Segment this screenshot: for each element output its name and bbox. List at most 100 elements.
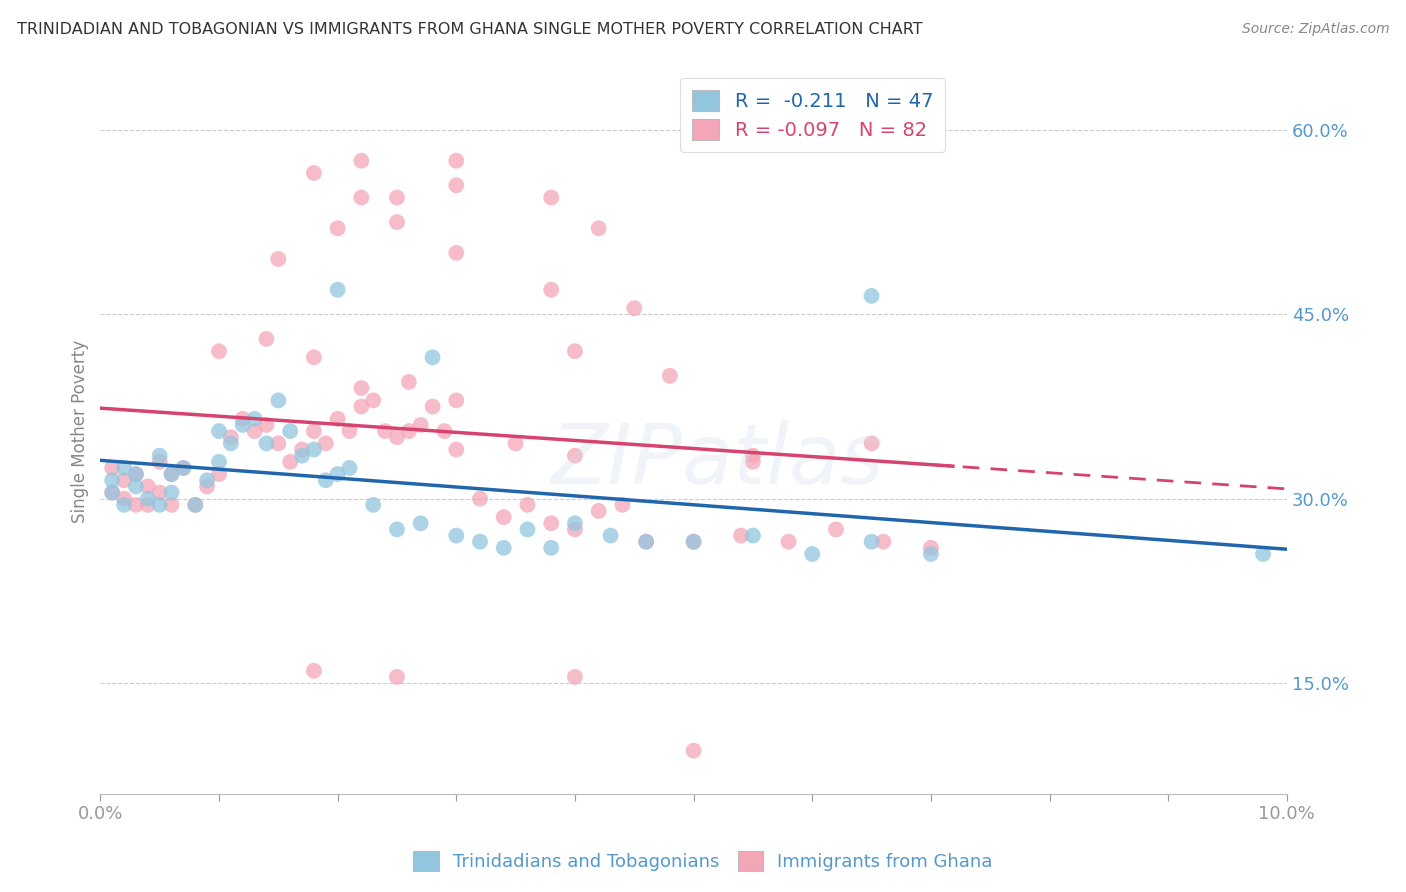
Point — [385, 215, 408, 229]
Point — [398, 424, 420, 438]
Point — [350, 190, 373, 204]
Point — [505, 436, 527, 450]
Text: TRINIDADIAN AND TOBAGONIAN VS IMMIGRANTS FROM GHANA SINGLE MOTHER POVERTY CORREL: TRINIDADIAN AND TOBAGONIAN VS IMMIGRANTS… — [17, 22, 922, 37]
Point — [1251, 547, 1274, 561]
Point — [136, 498, 159, 512]
Point — [385, 670, 408, 684]
Point — [315, 436, 337, 450]
Point — [409, 516, 432, 531]
Point — [160, 467, 183, 482]
Point — [872, 534, 894, 549]
Point — [208, 467, 231, 482]
Point — [636, 534, 658, 549]
Point — [612, 498, 634, 512]
Point — [326, 283, 349, 297]
Point — [361, 393, 384, 408]
Point — [492, 510, 515, 524]
Point — [101, 485, 124, 500]
Point — [422, 351, 444, 365]
Point — [256, 436, 278, 450]
Point — [302, 424, 325, 438]
Point — [564, 516, 586, 531]
Point — [516, 523, 538, 537]
Point — [564, 344, 586, 359]
Point — [302, 442, 325, 457]
Point — [315, 473, 337, 487]
Point — [112, 491, 135, 506]
Point — [778, 534, 800, 549]
Point — [516, 498, 538, 512]
Point — [409, 417, 432, 432]
Point — [636, 534, 658, 549]
Point — [599, 528, 621, 542]
Point — [112, 473, 135, 487]
Point — [160, 485, 183, 500]
Point — [385, 523, 408, 537]
Point — [219, 436, 242, 450]
Point — [149, 449, 172, 463]
Point — [208, 344, 231, 359]
Point — [326, 412, 349, 426]
Point — [326, 221, 349, 235]
Point — [860, 436, 883, 450]
Point — [112, 461, 135, 475]
Point — [160, 498, 183, 512]
Point — [302, 351, 325, 365]
Point — [540, 190, 562, 204]
Point — [422, 400, 444, 414]
Point — [588, 221, 610, 235]
Point — [742, 449, 765, 463]
Point — [125, 467, 148, 482]
Point — [278, 455, 301, 469]
Point — [350, 153, 373, 168]
Point — [540, 516, 562, 531]
Point — [385, 430, 408, 444]
Point — [101, 485, 124, 500]
Point — [920, 547, 942, 561]
Point — [350, 400, 373, 414]
Point — [291, 449, 314, 463]
Point — [920, 541, 942, 555]
Point — [398, 375, 420, 389]
Point — [492, 541, 515, 555]
Point — [742, 455, 765, 469]
Point — [125, 479, 148, 493]
Point — [136, 491, 159, 506]
Point — [742, 528, 765, 542]
Point — [149, 485, 172, 500]
Legend: Trinidadians and Tobagonians, Immigrants from Ghana: Trinidadians and Tobagonians, Immigrants… — [406, 844, 1000, 879]
Point — [232, 417, 254, 432]
Point — [184, 498, 207, 512]
Point — [267, 393, 290, 408]
Point — [564, 670, 586, 684]
Point — [278, 424, 301, 438]
Point — [682, 534, 704, 549]
Legend: R =  -0.211   N = 47, R = -0.097   N = 82: R = -0.211 N = 47, R = -0.097 N = 82 — [681, 78, 945, 152]
Point — [860, 289, 883, 303]
Point — [446, 153, 468, 168]
Point — [446, 442, 468, 457]
Point — [302, 166, 325, 180]
Point — [860, 534, 883, 549]
Point — [326, 467, 349, 482]
Point — [291, 442, 314, 457]
Point — [172, 461, 194, 475]
Point — [125, 467, 148, 482]
Point — [101, 461, 124, 475]
Point — [564, 523, 586, 537]
Point — [195, 473, 218, 487]
Point — [540, 541, 562, 555]
Point — [433, 424, 456, 438]
Point — [374, 424, 396, 438]
Point — [195, 479, 218, 493]
Point — [219, 430, 242, 444]
Point — [588, 504, 610, 518]
Point — [149, 455, 172, 469]
Point — [339, 424, 361, 438]
Point — [256, 332, 278, 346]
Point — [243, 424, 266, 438]
Y-axis label: Single Mother Poverty: Single Mother Poverty — [72, 340, 89, 523]
Point — [267, 436, 290, 450]
Point — [730, 528, 752, 542]
Point — [446, 393, 468, 408]
